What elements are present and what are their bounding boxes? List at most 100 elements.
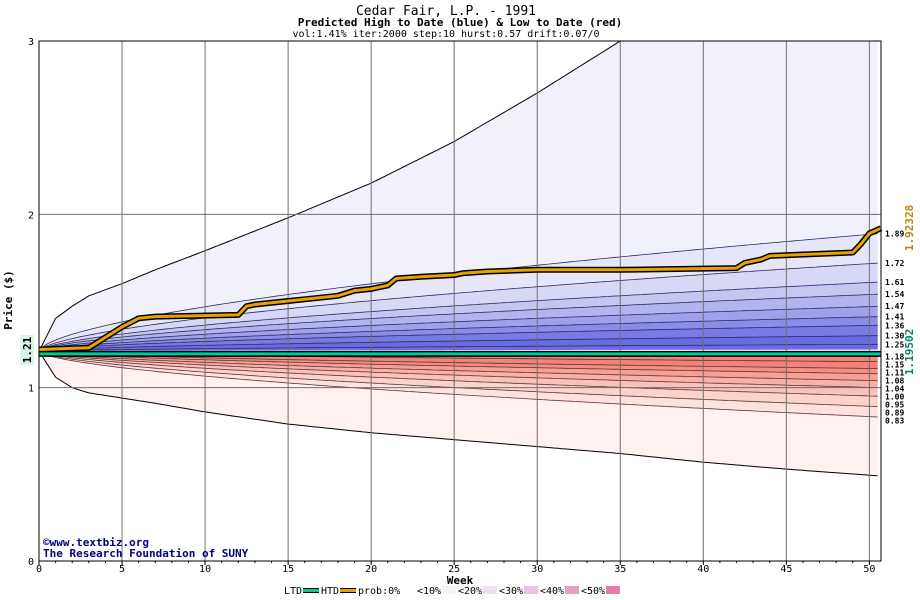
plot-frame [38,40,882,562]
y-tick-label: 1 [28,384,34,395]
legend-label: <10% [417,586,441,597]
high-band-area [39,306,878,352]
high-band-area [39,344,878,352]
x-tick-label: 10 [199,564,211,575]
high-band-line [38,324,878,352]
low-band-area [39,351,878,388]
legend-swatch [442,586,456,594]
x-tick-label: 30 [531,564,543,575]
low-band-area [39,351,878,381]
low-band-area [39,351,878,369]
low-band-line [38,350,878,375]
y-tick-label: 0 [28,557,34,568]
start-price-label: 1.21 [21,336,34,363]
legend-swatch [565,586,579,594]
band-value-label: 1.25 [885,341,904,350]
legend-label: prob:0% [358,586,400,597]
start-price-badge [20,335,34,365]
probability-bands [38,40,878,477]
band-value-label: 1.47 [885,302,904,311]
lower-envelope-line [38,351,878,477]
low-band-area [39,351,878,374]
band-value-label: 1.08 [885,376,904,385]
x-axis-label: Week [447,574,474,587]
x-tick-label: 15 [282,564,294,575]
low-band-line [38,350,878,388]
legend-swatch [483,586,497,594]
y-tick-label: 2 [28,210,34,221]
x-tick-label: 0 [36,564,42,575]
legend: LTD HTD prob:0% <10% <20% <30% <40% <50% [284,586,620,597]
band-value-label: 1.15 [885,360,904,369]
band-labels: 1.89 1.72 1.61 1.54 1.47 1.411.361.301.25 1.18… [885,229,904,425]
band-value-label: 0.83 [885,416,904,425]
high-band-area [39,233,878,352]
legend-swatch [524,586,538,594]
low-band-line [38,350,878,418]
band-value-label: 1.18 [885,352,904,361]
band-value-label: 1.72 [885,259,904,268]
x-tick-label: 40 [697,564,709,575]
high-band-area [39,335,878,352]
series-lines [38,225,883,357]
x-tick-label: 35 [614,564,626,575]
htd-final-value: 1.92328 [903,205,916,251]
band-value-label: 1.11 [885,368,904,377]
org-text: The Research Foundation of SUNY [43,547,249,560]
chart-subtitle: Predicted High to Date (blue) & Low to D… [298,16,623,29]
legend-line-swatch [340,589,356,592]
low-band-area [39,351,878,407]
legend-label: <30% [499,586,523,597]
high-band-line [38,305,878,352]
x-tick-label: 5 [119,564,125,575]
band-value-label: 1.36 [885,322,904,331]
high-band-area [39,325,878,352]
high-band-line [38,335,878,352]
copyright-site: www.textbiz.org [50,536,149,549]
x-tick-label: 25 [448,564,460,575]
legend-label: HTD [321,586,339,597]
copyright-text: ©www.textbiz.org [43,536,149,549]
ltd-final-value: 1.19502 [903,329,916,375]
high-band-line [38,316,878,352]
x-tick-label: 45 [780,564,792,575]
legend-swatch [606,586,620,594]
chart-title: Cedar Fair, L.P. - 1991 [356,4,536,19]
high-band-area [39,41,878,352]
band-value-label: 1.89 [885,229,904,238]
high-band-line [38,343,878,352]
legend-line-swatch [303,589,319,592]
low-band-area [39,351,878,417]
legend-label: <20% [458,586,482,597]
y-axis-label: Price ($) [2,270,15,330]
legend-label: <50% [581,586,605,597]
band-value-label: 1.30 [885,332,904,341]
high-band-area [39,263,878,352]
legend-label: LTD [284,586,302,597]
high-band-line [38,262,878,352]
low-band-line [38,350,878,382]
band-value-label: 0.95 [885,400,904,409]
htd-line [38,226,882,351]
band-value-label: 0.89 [885,408,904,417]
high-band-line [38,281,878,352]
axes: 0 5 10 15 20 25 30 35 40 45 50 0 1 2 3 [28,37,882,575]
high-band-line [38,293,878,352]
band-value-label: 1.41 [885,313,904,322]
band-value-label: 1.00 [885,392,904,401]
legend-swatch [401,586,415,594]
x-tick-label: 20 [365,564,377,575]
low-band-area [39,351,878,476]
low-band-area [39,351,878,397]
x-tick-label: 50 [863,564,875,575]
chart-params: vol:1.41% iter:2000 step:10 hurst:0.57 d… [292,29,599,40]
band-value-label: 1.54 [885,290,904,299]
band-value-label: 1.61 [885,278,904,287]
band-value-label: 1.04 [885,384,904,393]
low-band-line [38,350,878,397]
legend-label: <40% [540,586,564,597]
high-band-area [39,294,878,352]
high-band-area [39,282,878,352]
low-band-line [38,350,878,369]
